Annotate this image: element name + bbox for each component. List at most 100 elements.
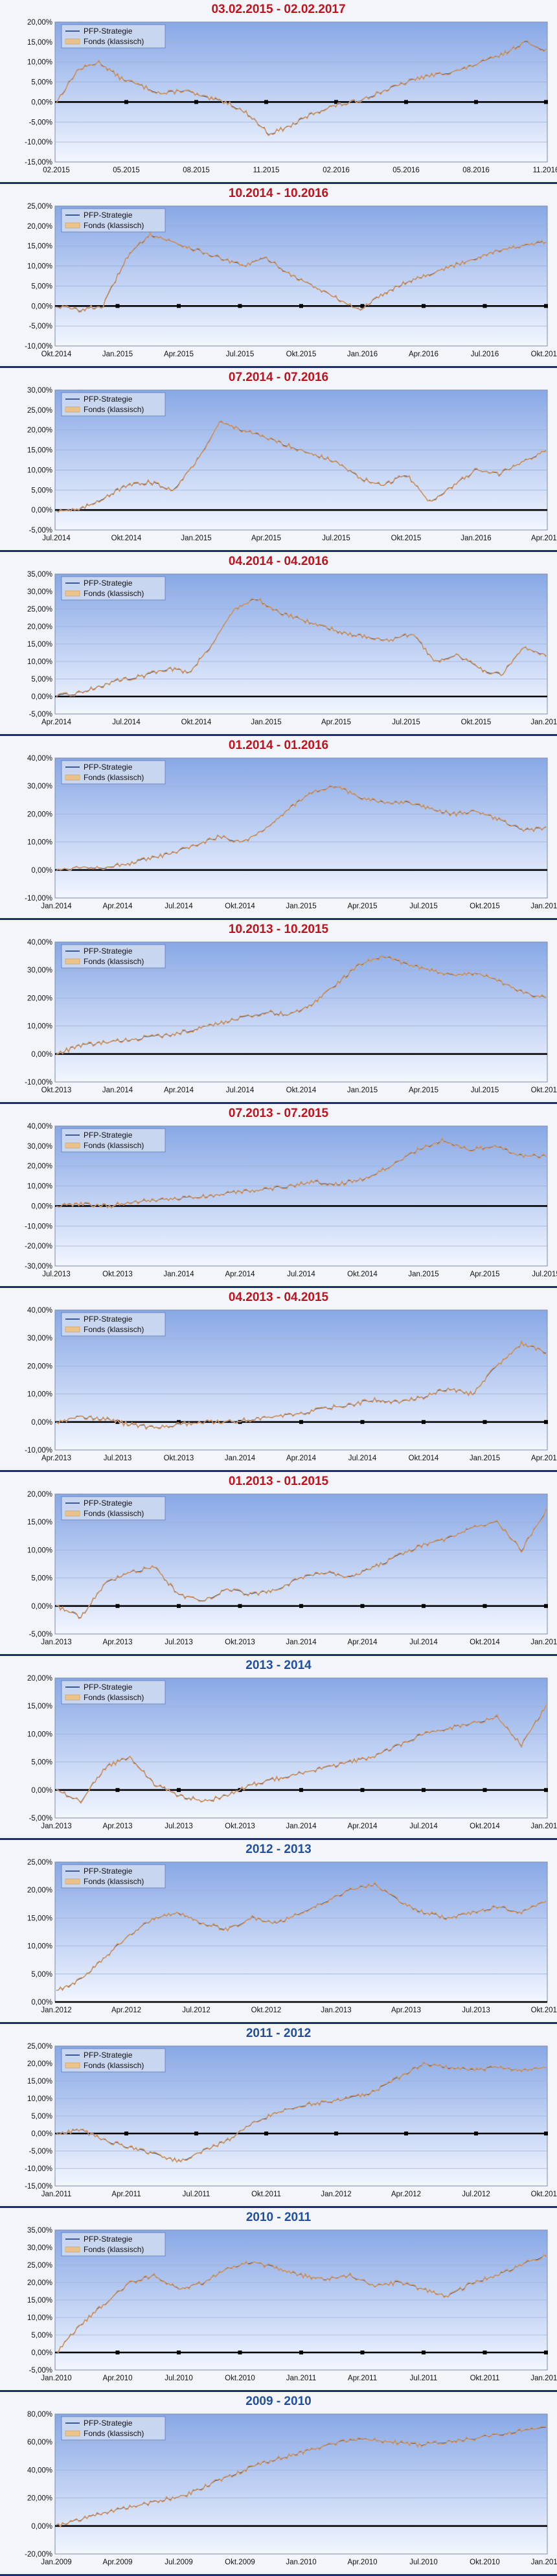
x-tick-label: Jul.2014 bbox=[287, 1271, 315, 1278]
y-tick-label: 0,00% bbox=[31, 1051, 52, 1059]
y-tick-label: 10,00% bbox=[27, 1183, 52, 1191]
y-tick-label: 0,00% bbox=[31, 1603, 52, 1611]
zero-marker bbox=[299, 1788, 303, 1792]
x-tick-label: Apr.2015 bbox=[164, 351, 194, 358]
x-tick-label: Apr.2013 bbox=[41, 1455, 71, 1462]
y-tick-label: 25,00% bbox=[27, 407, 52, 415]
chart-panel: 04.2014 - 04.2016 35,00% 30,00% 25,00% 20,00… bbox=[0, 552, 557, 734]
zero-marker bbox=[177, 1420, 181, 1424]
x-tick-label: Jan.2011 bbox=[286, 2375, 316, 2382]
legend-label-fonds: Fonds (klassisch) bbox=[84, 773, 144, 782]
x-tick-label: Apr.2015 bbox=[531, 1455, 557, 1462]
x-tick-label: Okt.2014 bbox=[347, 1271, 378, 1278]
legend-label-strategy: PFP-Strategie bbox=[84, 2235, 133, 2244]
legend-label-fonds: Fonds (klassisch) bbox=[84, 37, 144, 46]
y-tick-label: -5,00% bbox=[29, 323, 52, 330]
x-tick-label: Jan.2015 bbox=[251, 719, 281, 726]
chart-title: 03.02.2015 - 02.02.2017 bbox=[211, 3, 346, 16]
zero-marker bbox=[360, 1788, 365, 1792]
y-tick-label: 20,00% bbox=[27, 427, 52, 435]
x-tick-label: Okt.2014 bbox=[286, 1087, 317, 1094]
legend-swatch-fonds bbox=[65, 222, 80, 229]
x-tick-label: Jan.2010 bbox=[41, 2375, 71, 2382]
x-tick-label: Jan.2015 bbox=[286, 903, 316, 910]
x-tick-label: Jan.2015 bbox=[470, 1455, 500, 1462]
x-tick-label: Okt.2014 bbox=[225, 903, 255, 910]
x-tick-label: Okt.2014 bbox=[41, 351, 72, 358]
y-tick-label: 0,00% bbox=[31, 867, 52, 875]
x-tick-label: Jul.2014 bbox=[42, 535, 71, 542]
series-line-fonds bbox=[56, 785, 547, 871]
x-tick-label: Okt.2015 bbox=[286, 351, 317, 358]
panel-separator bbox=[0, 1286, 557, 1288]
y-tick-label: -5,00% bbox=[29, 1631, 52, 1639]
y-tick-label: 40,00% bbox=[27, 1307, 52, 1315]
line-chart: 20,00%15,00%10,00%5,00%0,00%-5,00%Jan.20… bbox=[27, 1491, 557, 1646]
line-chart: 25,00%20,00%15,00%10,00%5,00%0,00%Jan.20… bbox=[27, 1859, 557, 2014]
zero-marker bbox=[299, 2351, 303, 2354]
y-tick-label: 15,00% bbox=[27, 1703, 52, 1710]
x-tick-label: Jul.2015 bbox=[471, 1087, 499, 1094]
line-chart: 30,00% 25,00% 20,00% 15,00% 10,00% 5,00% 0,00%… bbox=[27, 387, 557, 542]
panel-separator bbox=[0, 550, 557, 552]
chart-title: 04.2014 - 04.2016 bbox=[228, 555, 329, 568]
y-tick-label: 15,00% bbox=[27, 1915, 52, 1922]
y-tick-label: 20,00% bbox=[27, 2495, 52, 2503]
x-tick-label: Okt.2013 bbox=[41, 1087, 72, 1094]
zero-marker bbox=[404, 100, 408, 104]
x-tick-label: 05.2015 bbox=[113, 167, 140, 174]
y-tick-label: 30,00% bbox=[27, 783, 52, 790]
y-tick-label: -5,00% bbox=[29, 2367, 52, 2375]
panel-separator bbox=[0, 1838, 557, 1840]
y-tick-label: 25,00% bbox=[27, 606, 52, 614]
x-tick-label: Apr.2015 bbox=[321, 719, 351, 726]
zero-marker bbox=[483, 304, 487, 308]
x-tick-label: Okt.2013 bbox=[531, 2007, 557, 2014]
x-tick-label: Jan.2015 bbox=[530, 1639, 557, 1646]
y-tick-label: 40,00% bbox=[27, 1123, 52, 1131]
zero-marker bbox=[299, 1604, 303, 1608]
panel-separator bbox=[0, 366, 557, 368]
x-tick-label: Jan.2016 bbox=[530, 903, 557, 910]
legend-label-fonds: Fonds (klassisch) bbox=[84, 221, 144, 230]
zero-marker bbox=[544, 2132, 548, 2135]
x-tick-label: Apr.2014 bbox=[347, 1639, 378, 1646]
x-tick-label: Okt.2013 bbox=[225, 1823, 255, 1830]
panel-separator bbox=[0, 182, 557, 184]
y-tick-label: -15,00% bbox=[25, 2183, 52, 2191]
zero-marker bbox=[544, 1420, 548, 1424]
series-line-fonds bbox=[56, 1136, 547, 1209]
x-tick-label: Jan.2015 bbox=[347, 1087, 378, 1094]
line-chart: 80,00%60,00%40,00%20,00%0,00%-20,00%Jan.… bbox=[25, 2411, 557, 2566]
y-tick-label: 20,00% bbox=[27, 1163, 52, 1171]
x-tick-label: Jul.2014 bbox=[165, 903, 193, 910]
zero-marker bbox=[334, 100, 338, 104]
chart-title: 07.2014 - 07.2016 bbox=[228, 371, 329, 384]
x-tick-label: Apr.2015 bbox=[347, 903, 377, 910]
y-tick-label: -10,00% bbox=[25, 1079, 52, 1087]
y-tick-label: -5,00% bbox=[29, 527, 52, 535]
x-tick-label: 02.2015 bbox=[43, 167, 70, 174]
legend-label-strategy: PFP-Strategie bbox=[84, 1315, 133, 1324]
x-tick-label: Okt.2014 bbox=[470, 1639, 500, 1646]
legend-label-strategy: PFP-Strategie bbox=[84, 27, 133, 36]
x-tick-label: Apr.2014 bbox=[286, 1455, 317, 1462]
x-tick-label: Jan.2012 bbox=[321, 2191, 351, 2198]
x-tick-label: 08.2016 bbox=[462, 167, 490, 174]
legend-swatch-fonds bbox=[65, 774, 80, 781]
x-tick-label: Apr.2014 bbox=[164, 1087, 194, 1094]
y-tick-label: -20,00% bbox=[25, 2551, 52, 2559]
zero-marker bbox=[264, 2132, 268, 2135]
y-tick-label: 30,00% bbox=[27, 588, 52, 596]
zero-marker bbox=[177, 1788, 181, 1792]
y-tick-label: 0,00% bbox=[31, 2349, 52, 2357]
x-tick-label: Jan.2011 bbox=[41, 2191, 71, 2198]
y-tick-label: 10,00% bbox=[27, 263, 52, 271]
y-tick-label: -5,00% bbox=[29, 2148, 52, 2156]
legend-swatch-fonds bbox=[65, 1878, 80, 1885]
panel-separator bbox=[0, 2206, 557, 2208]
